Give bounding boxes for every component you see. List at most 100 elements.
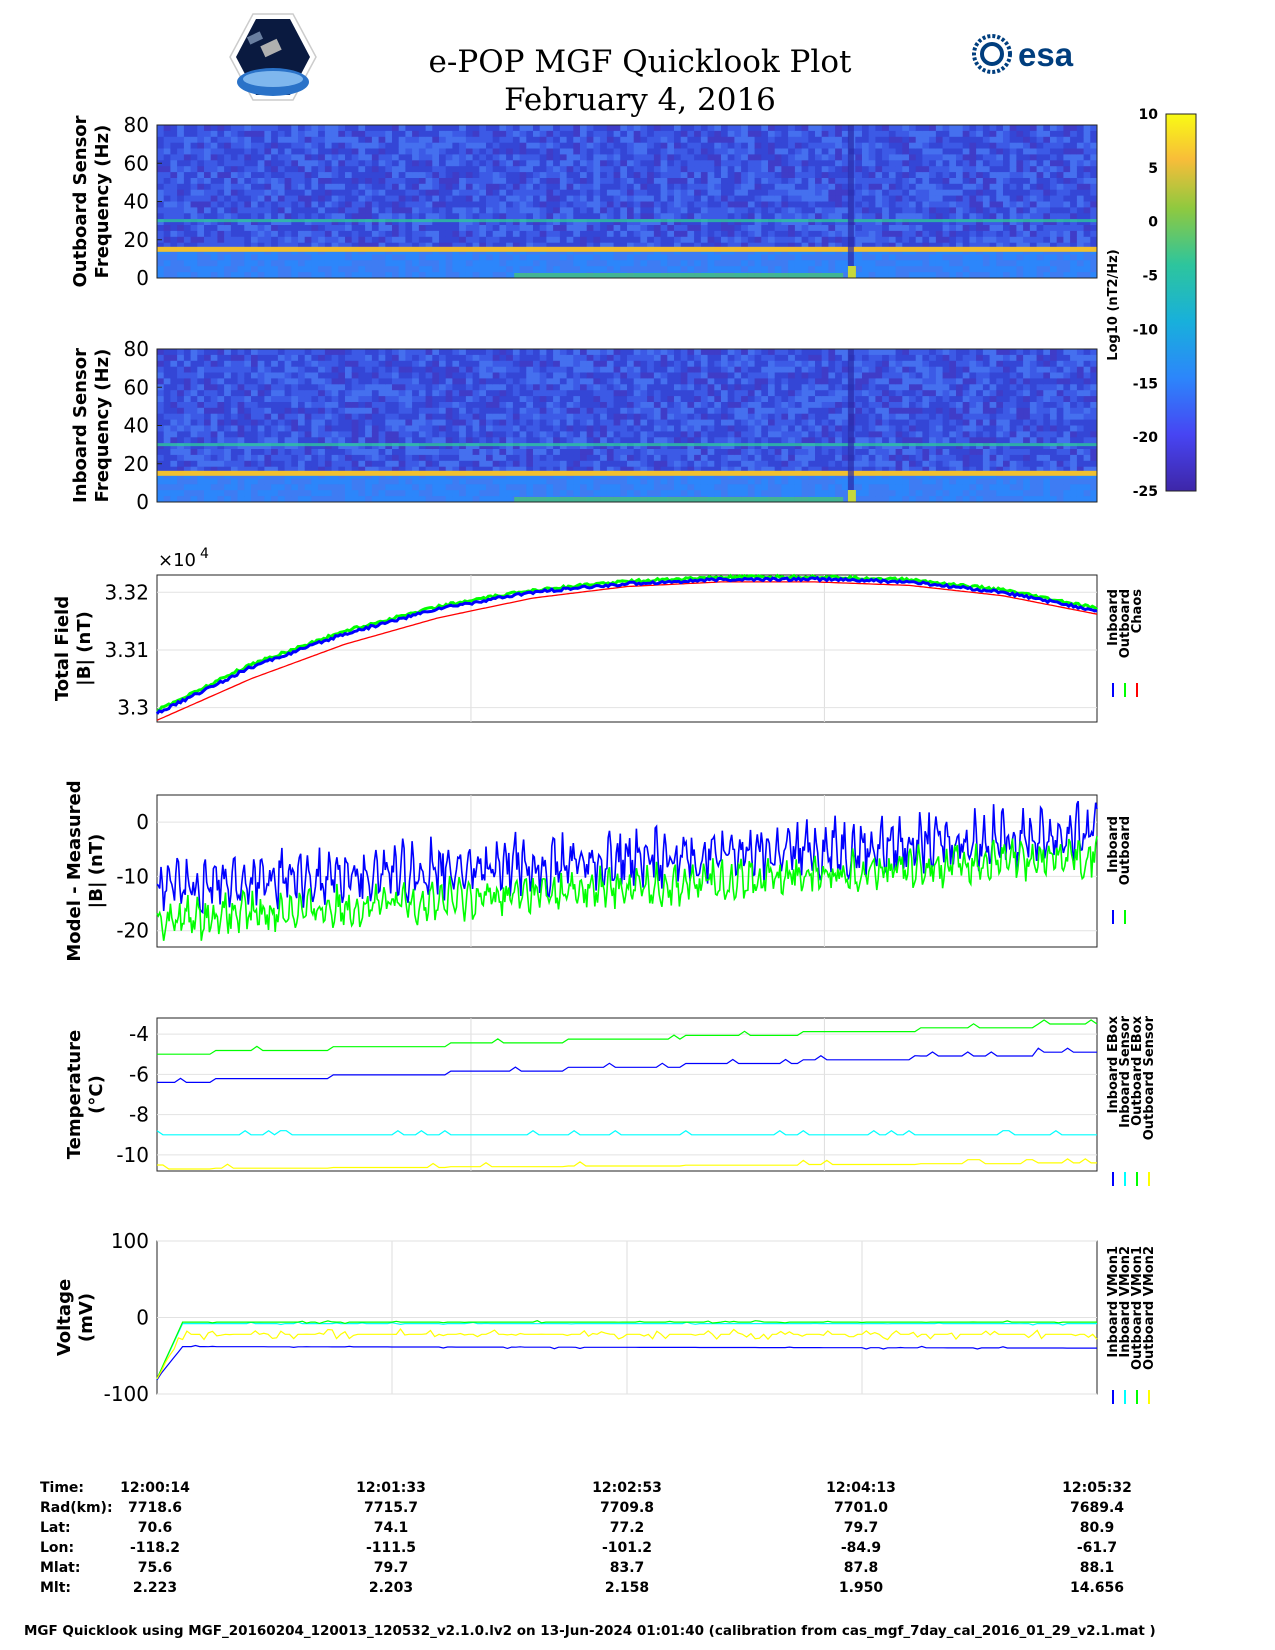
spectrogram-cell (345, 484, 353, 491)
spectrogram-cell (392, 484, 400, 491)
spectrogram-cell (371, 166, 380, 173)
spectrogram-cell (237, 254, 245, 261)
spectrogram-cell (472, 454, 480, 462)
spectrogram-cell (445, 254, 453, 261)
spectrogram-cell (653, 166, 662, 173)
spectrogram-cell (291, 484, 299, 491)
spectrogram-cell (586, 225, 594, 232)
spectrogram-cell (868, 213, 876, 220)
spectrogram-cell (506, 254, 514, 261)
spectrogram-cell (385, 130, 393, 138)
spectrogram-cell (190, 349, 198, 356)
spectrogram-cell (345, 189, 353, 197)
spectrogram-cell (230, 272, 239, 279)
spectrogram-cell (761, 166, 769, 173)
spectrogram-cell (425, 402, 433, 409)
spectrogram-cell (345, 384, 353, 391)
spectrogram-cell (371, 419, 380, 426)
spectrogram-cell (385, 413, 393, 421)
spectrogram-cell (1070, 148, 1078, 155)
spectrogram-cell (492, 413, 500, 421)
spectrogram-cell (895, 213, 903, 220)
spectrogram-cell (385, 266, 393, 273)
spectrogram-cell (774, 230, 782, 238)
spectrogram-cell (1009, 225, 1017, 232)
spectrogram-cell (868, 183, 876, 191)
spectrogram-cell (969, 125, 977, 132)
spectrogram-cell (237, 402, 245, 409)
spectrogram-cell (707, 219, 715, 226)
spectrogram-cell (734, 130, 742, 138)
spectrogram-cell (606, 172, 615, 179)
spectrogram-cell (230, 266, 239, 273)
spectrogram-cell (888, 148, 897, 155)
spectrogram-cell (318, 195, 326, 202)
spectrogram-cell (996, 230, 1004, 238)
spectrogram-cell (996, 242, 1004, 250)
spectrogram-cell (311, 189, 319, 197)
spectrogram-cell (472, 266, 480, 273)
spectrogram-cell (942, 225, 950, 232)
spectrogram-cell (620, 219, 628, 226)
spectrogram-cell (385, 478, 393, 485)
spectrogram-cell (385, 172, 393, 179)
spectrogram-cell (378, 142, 386, 150)
spectrogram-cell (882, 166, 890, 173)
spectrogram-cell (311, 413, 319, 421)
spectrogram-cell (331, 484, 339, 491)
spectrogram-cell (358, 349, 366, 356)
spectrogram-cell (345, 154, 353, 161)
spectrogram-cell (888, 142, 897, 150)
spectrogram-cell (492, 454, 500, 462)
spectrogram-cell (909, 266, 917, 273)
spectrogram-cell (318, 236, 326, 244)
spectrogram-cell (922, 254, 930, 261)
spectrogram-cell (157, 413, 165, 421)
spectrogram-cell (230, 366, 239, 374)
spectrogram-cell (1029, 236, 1038, 244)
spectrogram-cell (459, 478, 467, 485)
spectrogram-cell (371, 160, 380, 167)
spectrogram-cell (371, 402, 380, 409)
spectrogram-cell (251, 466, 259, 474)
spectrogram-cell (976, 230, 984, 238)
spectrogram-cell (204, 125, 212, 132)
spectrogram-cell (405, 213, 413, 220)
spectrogram-cell (969, 260, 977, 267)
spectrogram-cell (976, 142, 984, 150)
spectrogram-cell (506, 178, 514, 185)
spectrogram-cell (244, 225, 252, 232)
spectrogram-cell (298, 496, 306, 503)
spectrogram-cell (667, 154, 675, 161)
spectrogram-cell (177, 178, 185, 185)
spectrogram-cell (600, 207, 608, 214)
spectrogram-cell (425, 166, 433, 173)
spectrogram-cell (694, 125, 702, 132)
spectrogram-cell (969, 207, 977, 214)
spectrogram-cell (533, 207, 541, 214)
spectrogram-cell (922, 178, 930, 185)
spectrogram-cell (405, 402, 413, 409)
spectrogram-cell (841, 172, 850, 179)
spectrogram-cell (183, 230, 192, 238)
spectrogram-cell (163, 213, 171, 220)
spectrogram-cell (277, 413, 286, 421)
spectrogram-cell (378, 437, 386, 444)
spectrogram-cell (237, 195, 245, 202)
spectrogram-cell (345, 266, 353, 273)
spectrogram-cell (318, 189, 326, 197)
spectrogram-cell (170, 154, 178, 161)
spectrogram-cell (989, 154, 997, 161)
spectrogram-cell (358, 254, 366, 261)
spectrogram-cell (949, 272, 957, 279)
spectrogram-cell (190, 443, 198, 450)
spectrogram-cell (452, 230, 460, 238)
spectrogram-cell (486, 236, 494, 244)
spectrogram-cell (976, 260, 984, 267)
spectrogram-cell (835, 125, 843, 132)
spectrogram-cell (942, 125, 950, 132)
spectrogram-cell (217, 136, 225, 144)
spectrogram-cell (257, 396, 265, 403)
spectrogram-cell (277, 478, 286, 485)
spectrogram-cell (324, 431, 333, 438)
